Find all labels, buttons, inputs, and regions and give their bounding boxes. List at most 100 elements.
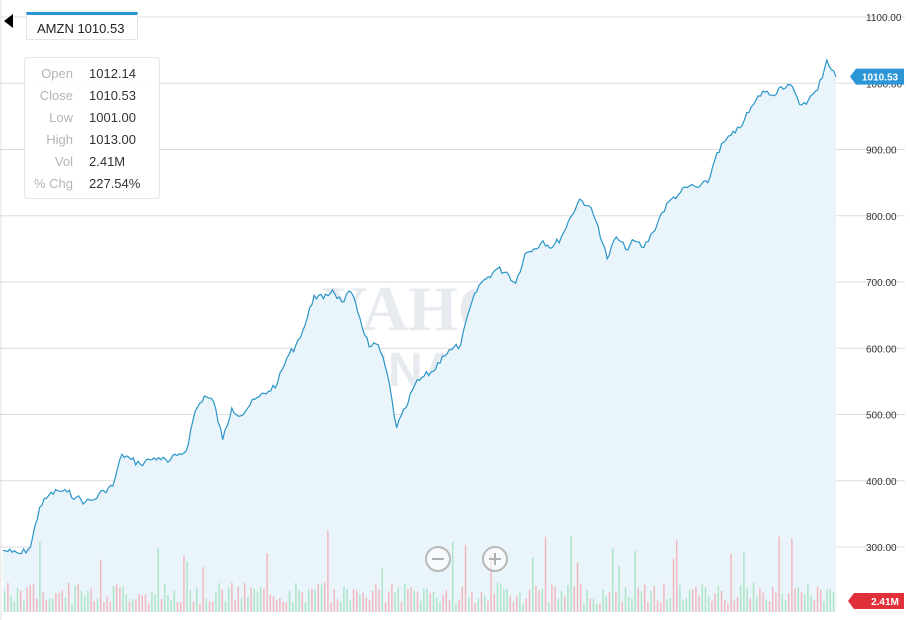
volume-bar	[580, 583, 582, 612]
volume-bar	[570, 535, 572, 612]
volume-bar	[416, 591, 419, 612]
volume-bar	[87, 590, 89, 612]
volume-bar	[567, 585, 569, 612]
volume-bar	[151, 591, 153, 612]
volume-bar	[260, 587, 262, 612]
volume-bar	[391, 583, 393, 612]
volume-bar	[400, 601, 403, 612]
stat-label: Vol	[54, 154, 73, 169]
volume-bar	[407, 589, 409, 612]
ticker-tab[interactable]: AMZN 1010.53	[26, 12, 138, 40]
volume-bar	[554, 586, 556, 612]
y-tick-label: 300.00	[866, 543, 897, 554]
volume-bar	[688, 590, 691, 612]
volume-bar	[397, 587, 399, 612]
zoom-out-icon[interactable]	[425, 546, 451, 572]
volume-bar	[192, 601, 195, 612]
volume-bar	[272, 596, 275, 612]
volume-bar	[477, 598, 479, 612]
volume-bar	[637, 587, 639, 612]
volume-bar	[471, 592, 473, 612]
volume-bar	[23, 600, 25, 612]
volume-bar	[39, 541, 41, 612]
volume-bar	[413, 591, 415, 612]
volume-bar	[420, 600, 422, 612]
stat-row-open: Open 1012.14	[25, 63, 159, 85]
volume-bar	[352, 589, 355, 612]
volume-bar	[586, 590, 588, 612]
ohlc-stats-panel: Open 1012.14 Close 1010.53 Low 1001.00 H…	[24, 57, 160, 199]
volume-bar	[532, 557, 534, 612]
volume-bar	[317, 584, 319, 612]
volume-bar	[752, 582, 755, 612]
volume-bar	[576, 562, 579, 612]
volume-bar	[180, 602, 182, 612]
volume-bar	[202, 567, 204, 612]
volume-bar	[797, 587, 799, 612]
volume-bar	[320, 584, 323, 612]
stat-value: 1010.53	[89, 88, 136, 103]
volume-bar	[26, 587, 28, 612]
stat-value: 2.41M	[89, 154, 126, 169]
volume-bar	[234, 600, 236, 612]
volume-bar	[506, 589, 508, 612]
back-arrow-icon[interactable]	[4, 14, 13, 28]
volume-bar	[128, 601, 131, 612]
volume-bar	[589, 598, 591, 612]
volume-bar	[42, 592, 44, 612]
volume-bar	[340, 601, 342, 612]
volume-bar	[612, 548, 614, 612]
volume-bar	[436, 597, 438, 612]
volume-bar	[487, 600, 489, 612]
stat-label: Low	[49, 110, 73, 125]
volume-bar	[528, 589, 531, 612]
volume-bar	[330, 602, 332, 612]
stat-label: % Chg	[33, 176, 73, 191]
volume-bar	[84, 595, 86, 612]
volume-bar	[247, 597, 249, 612]
volume-bar	[160, 599, 163, 612]
volume-bar	[794, 588, 796, 612]
volume-bar	[176, 602, 179, 612]
volume-bar	[20, 590, 22, 612]
zoom-in-icon[interactable]	[482, 546, 508, 572]
volume-bar	[276, 600, 278, 612]
volume-bar	[500, 583, 502, 612]
volume-bar	[154, 594, 156, 612]
volume-bar	[13, 601, 15, 612]
volume-bar	[746, 588, 748, 612]
volume-bar	[237, 586, 239, 612]
volume-bar	[608, 592, 611, 612]
stat-row-volume: Vol 2.41M	[25, 151, 159, 173]
volume-bar	[119, 587, 121, 612]
last-price-badge	[850, 68, 904, 85]
y-tick-label: 400.00	[866, 477, 897, 488]
volume-bar	[778, 536, 780, 612]
price-line	[2, 58, 837, 555]
volume-bar	[807, 583, 809, 612]
volume-bar	[509, 596, 511, 612]
volume-bar	[727, 603, 729, 612]
volume-bar	[298, 590, 300, 612]
volume-bar	[714, 593, 716, 612]
volume-bar	[116, 584, 118, 612]
volume-bar	[618, 565, 620, 612]
y-tick-label: 500.00	[866, 411, 897, 422]
volume-bar	[266, 553, 268, 612]
volume-bar	[263, 588, 265, 612]
volume-bar	[183, 555, 185, 612]
volume-bar	[372, 591, 374, 612]
volume-bar	[717, 585, 719, 612]
volume-bar	[288, 591, 291, 612]
volume-bar	[525, 598, 527, 612]
volume-bar	[490, 554, 492, 612]
volume-bar	[544, 536, 547, 612]
volume-bar	[596, 603, 598, 612]
volume-bar	[7, 582, 9, 612]
volume-bar	[823, 601, 825, 612]
price-area	[3, 60, 836, 613]
volume-bar	[708, 595, 710, 612]
volume-bar	[221, 589, 223, 612]
volume-bar	[791, 538, 793, 612]
